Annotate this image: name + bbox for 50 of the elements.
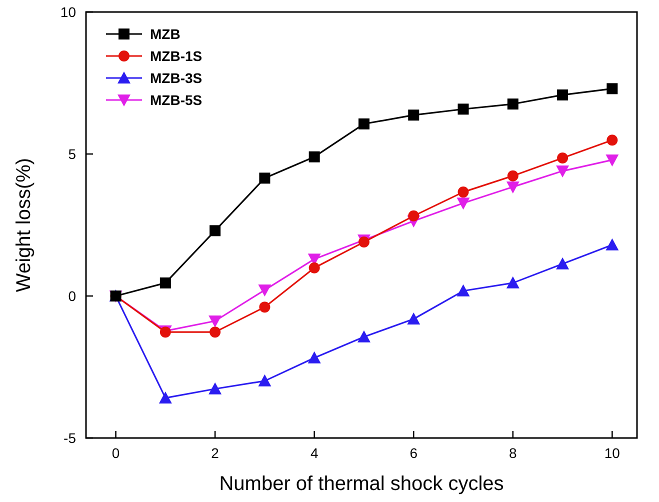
point (358, 118, 370, 130)
point (258, 374, 272, 386)
point (259, 302, 270, 313)
x-tick-label: 8 (509, 445, 517, 461)
point (458, 186, 469, 198)
point (408, 210, 420, 222)
point (408, 110, 420, 121)
x-tick-label: 6 (410, 445, 418, 461)
y-tick-label: 10 (60, 4, 76, 20)
point (258, 284, 272, 297)
point (507, 170, 518, 182)
point (506, 276, 520, 288)
point (210, 225, 221, 236)
y-axis-title: Weight loss(%) (13, 158, 35, 292)
point (208, 315, 222, 328)
point (507, 98, 518, 110)
legend-label: MZB-3S (150, 70, 202, 86)
point (458, 104, 469, 115)
x-axis-title: Number of thermal shock cycles (219, 473, 504, 495)
y-tick-label: -5 (64, 430, 76, 446)
point (259, 172, 270, 184)
legend-label: MZB (150, 26, 180, 42)
point (556, 257, 570, 270)
legend-label: MZB-5S (150, 92, 202, 108)
point (606, 134, 618, 146)
point (357, 330, 370, 342)
legend-label: MZB-1S (150, 48, 202, 64)
point (308, 151, 320, 162)
point (606, 83, 618, 94)
point (158, 391, 172, 404)
point (208, 382, 222, 394)
point (456, 198, 470, 210)
point (407, 312, 420, 325)
y-tick-label: 0 (68, 288, 76, 304)
x-tick-label: 4 (310, 445, 318, 461)
point (606, 238, 619, 250)
x-tick-label: 0 (112, 445, 120, 461)
point (210, 326, 221, 338)
point (506, 181, 520, 194)
point (606, 154, 619, 166)
point (160, 277, 171, 288)
x-tick-label: 10 (604, 445, 620, 461)
point (557, 89, 568, 100)
point (456, 284, 470, 296)
point (556, 166, 570, 178)
point (308, 262, 320, 274)
point (308, 351, 321, 364)
x-tick-label: 2 (211, 445, 220, 461)
y-tick-label: 5 (68, 146, 76, 162)
point (557, 152, 568, 164)
